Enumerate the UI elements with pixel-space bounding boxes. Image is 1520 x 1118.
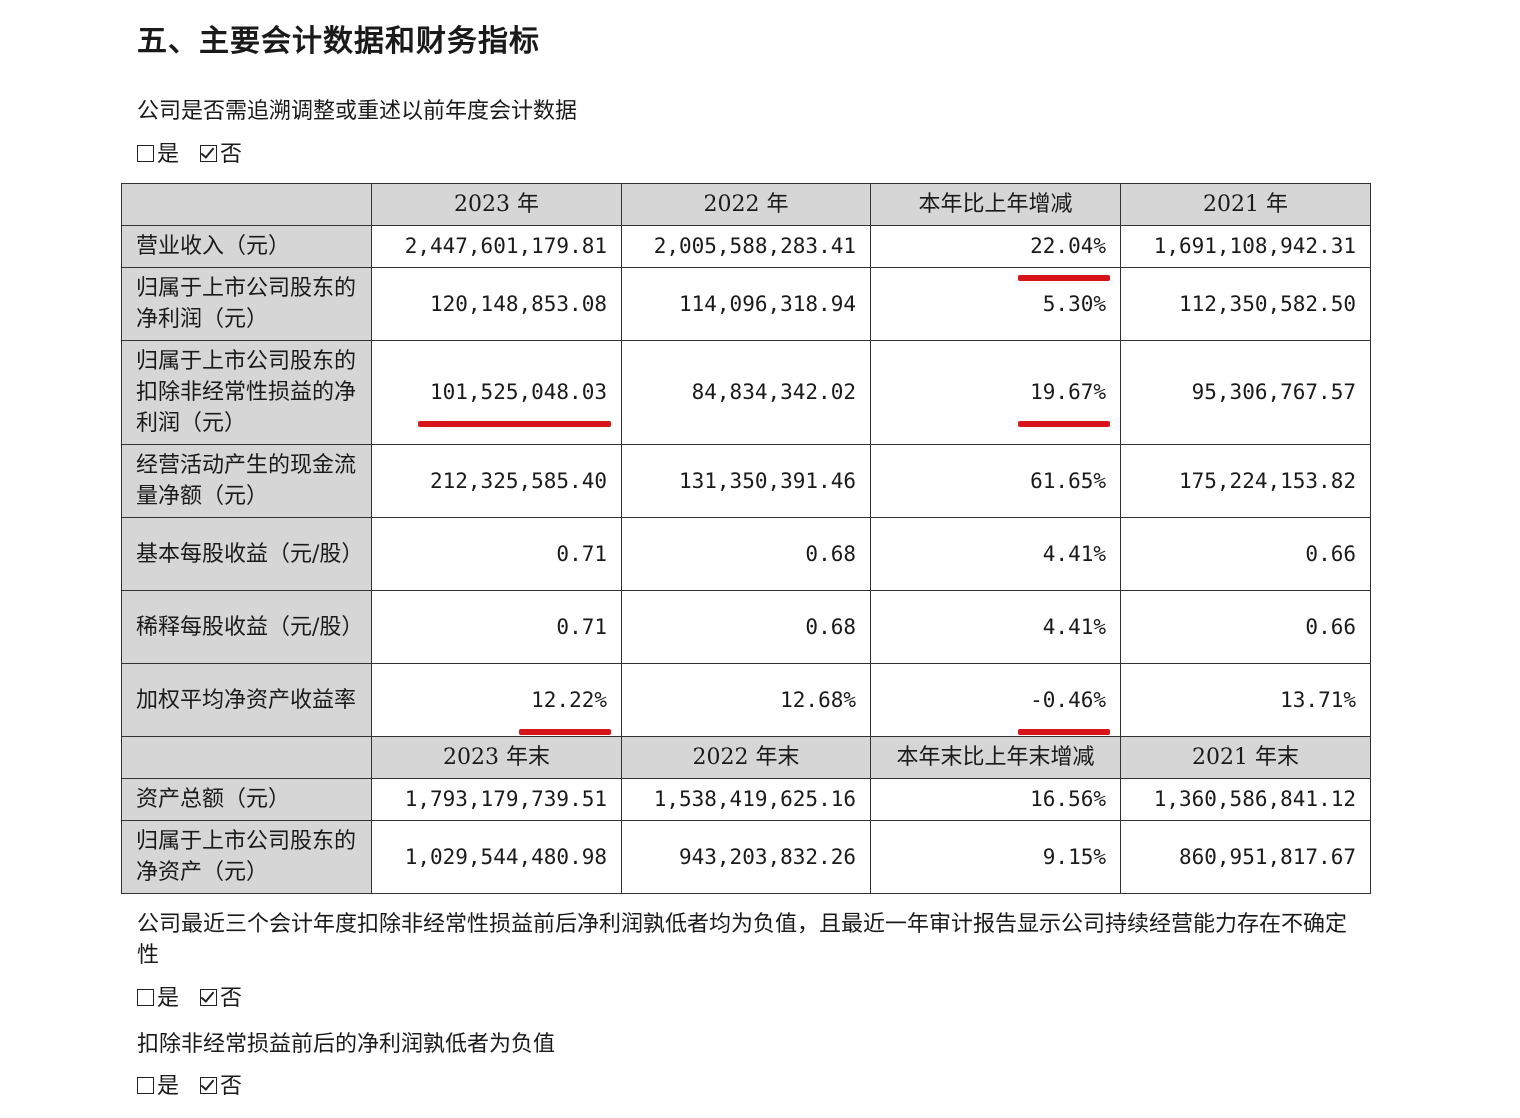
table-row: 基本每股收益（元/股） 0.71 0.68 4.41% 0.66 [121,517,1371,591]
value-cell: 114,096,318.94 [621,267,871,341]
checkbox-unchecked-icon [137,989,154,1006]
choice-negative-profit: 是 否 [137,1072,256,1102]
table-header-row: 2023 年 2022 年 本年比上年增减 2021 年 [121,183,1371,226]
table-row: 归属于上市公司股东的扣除非经常性损益的净利润（元） 101,525,048.03… [121,340,1371,445]
value-cell: 0.68 [621,517,871,591]
value-cell: 1,691,108,942.31 [1120,225,1371,268]
row-label: 资产总额（元） [121,778,372,821]
header-blank [121,183,372,226]
header-blank [121,736,372,779]
value-cell: 0.68 [621,590,871,664]
value-cell: 175,224,153.82 [1120,444,1371,518]
value-cell: 0.71 [371,590,622,664]
checkbox-unchecked-icon [137,145,154,162]
underlined-value: 19.67% [1018,377,1110,427]
value-cell: 16.56% [870,778,1121,821]
table-row: 经营活动产生的现金流量净额（元） 212,325,585.40 131,350,… [121,444,1371,518]
section-heading: 五、主要会计数据和财务指标 [137,24,540,59]
financial-indicators-table: 2023 年 2022 年 本年比上年增减 2021 年 营业收入（元） 2,4… [121,183,1371,894]
option-yes: 是 [157,986,180,1011]
value-cell: 4.41% [870,517,1121,591]
underlined-value: 101,525,048.03 [417,377,612,427]
row-label: 经营活动产生的现金流量净额（元） [121,444,372,518]
checkbox-unchecked-icon [137,1077,154,1094]
underlined-value: 12.22% [519,685,611,735]
header-cell: 本年末比上年末增减 [870,736,1121,779]
row-label: 基本每股收益（元/股） [121,517,372,591]
value-cell: 2,447,601,179.81 [371,225,622,268]
value-cell: 1,029,544,480.98 [371,820,622,894]
checkbox-checked-icon [200,1077,218,1094]
value-cell: 860,951,817.67 [1120,820,1371,894]
question-restatement: 公司是否需追溯调整或重述以前年度会计数据 [137,99,578,124]
value-cell: 95,306,767.57 [1120,340,1371,445]
row-label: 归属于上市公司股东的净资产（元） [121,820,372,894]
row-label: 加权平均净资产收益率 [121,663,372,737]
table-row: 归属于上市公司股东的净利润（元） 120,148,853.08 114,096,… [121,267,1371,341]
option-yes: 是 [157,1074,180,1099]
value-cell: 120,148,853.08 [371,267,622,341]
header-cell: 2021 年 [1120,183,1371,226]
row-label: 稀释每股收益（元/股） [121,590,372,664]
value-cell: 1,793,179,739.51 [371,778,622,821]
row-label: 归属于上市公司股东的扣除非经常性损益的净利润（元） [121,340,372,445]
option-no: 否 [220,1074,243,1099]
value-cell: 112,350,582.50 [1120,267,1371,341]
value-cell: 61.65% [870,444,1121,518]
value-cell: 943,203,832.26 [621,820,871,894]
value-cell: 0.66 [1120,517,1371,591]
value-cell: 4.41% [870,590,1121,664]
underlined-value: -0.46% [1018,685,1110,735]
table-row: 加权平均净资产收益率 12.22% 12.68% -0.46% 13.71% [121,663,1371,737]
value-cell: 1,360,586,841.12 [1120,778,1371,821]
choice-restatement: 是 否 [137,140,256,170]
question-negative-profit: 扣除非经常损益前后的净利润孰低者为负值 [137,1032,556,1057]
value-cell: 131,350,391.46 [621,444,871,518]
choice-going-concern: 是 否 [137,984,256,1014]
value-cell: 0.66 [1120,590,1371,664]
table-header-row: 2023 年末 2022 年末 本年末比上年末增减 2021 年末 [121,736,1371,779]
table-row: 资产总额（元） 1,793,179,739.51 1,538,419,625.1… [121,778,1371,821]
value-cell: 1,538,419,625.16 [621,778,871,821]
header-cell: 2022 年 [621,183,871,226]
underlined-value: 22.04% [1018,231,1110,281]
table-row: 营业收入（元） 2,447,601,179.81 2,005,588,283.4… [121,225,1371,281]
row-label: 归属于上市公司股东的净利润（元） [121,267,372,341]
header-cell: 2023 年 [371,183,622,226]
row-label: 营业收入（元） [121,225,372,268]
value-cell: 212,325,585.40 [371,444,622,518]
value-cell: 0.71 [371,517,622,591]
header-cell: 本年比上年增减 [870,183,1121,226]
question-going-concern: 公司最近三个会计年度扣除非经常性损益前后净利润孰低者均为负值，且最近一年审计报告… [137,912,1348,968]
header-cell: 2022 年末 [621,736,871,779]
value-cell: 12.68% [621,663,871,737]
checkbox-checked-icon [200,989,218,1006]
table-row: 稀释每股收益（元/股） 0.71 0.68 4.41% 0.66 [121,590,1371,664]
header-cell: 2021 年末 [1120,736,1371,779]
checkbox-checked-icon [200,145,218,162]
value-cell: 9.15% [870,820,1121,894]
option-yes: 是 [157,142,180,167]
value-cell: 13.71% [1120,663,1371,737]
option-no: 否 [220,986,243,1011]
value-cell: 2,005,588,283.41 [621,225,871,268]
option-no: 否 [220,142,243,167]
header-cell: 2023 年末 [371,736,622,779]
table-row: 归属于上市公司股东的净资产（元） 1,029,544,480.98 943,20… [121,820,1371,894]
value-cell: 84,834,342.02 [621,340,871,445]
